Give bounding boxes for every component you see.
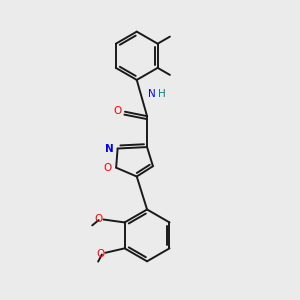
Text: N: N (105, 143, 114, 154)
Text: O: O (97, 249, 105, 259)
Text: O: O (113, 106, 122, 116)
Text: O: O (104, 163, 112, 173)
Text: N: N (148, 88, 155, 99)
Text: O: O (94, 214, 103, 224)
Text: H: H (158, 88, 166, 99)
